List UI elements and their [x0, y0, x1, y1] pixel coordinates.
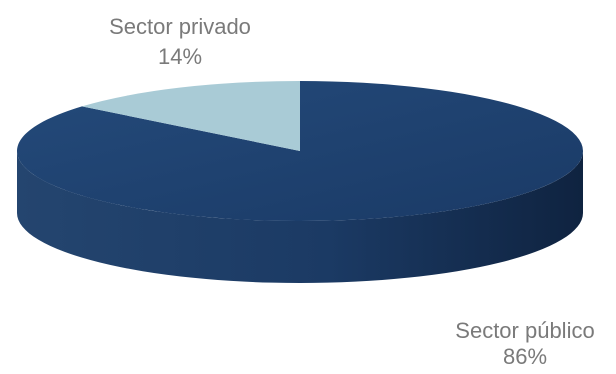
pie-slice-sector-publico [16, 81, 583, 221]
slice-value-sector-privado: 14% [158, 44, 202, 69]
slice-value-sector-publico: 86% [503, 344, 547, 369]
slice-label-sector-publico: Sector público [455, 318, 594, 343]
slice-label-sector-privado: Sector privado [109, 14, 251, 39]
pie-slice-sector-privado [81, 81, 300, 151]
pie-side-wall [17, 151, 583, 283]
